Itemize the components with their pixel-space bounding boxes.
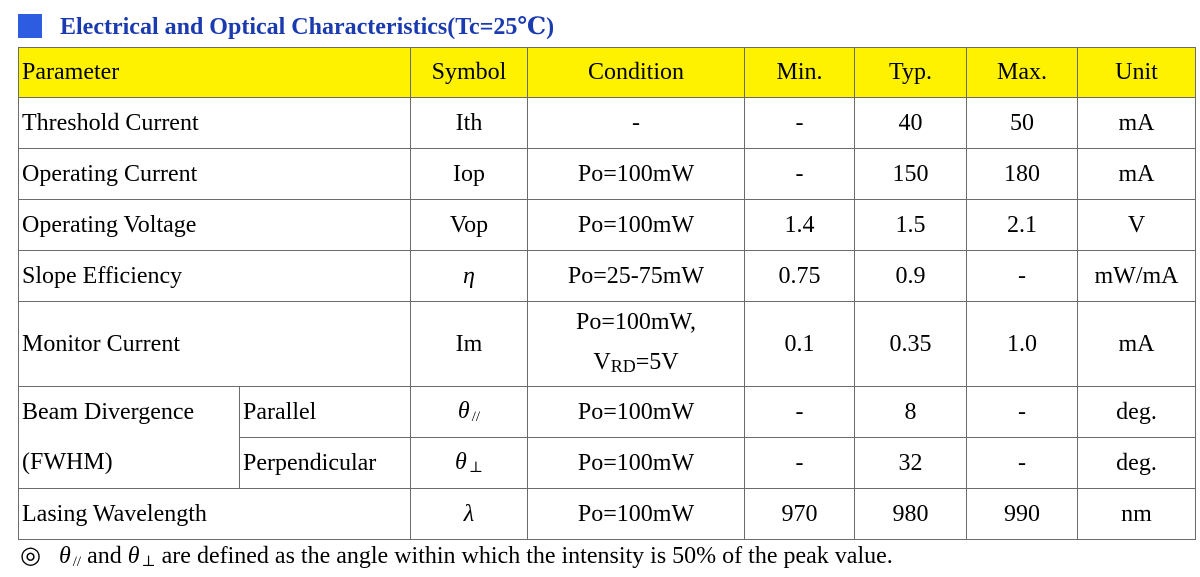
- cell-parameter: Threshold Current: [18, 97, 411, 149]
- cell-typ: 40: [854, 97, 967, 149]
- condition-line-1: Po=100mW,: [576, 309, 696, 335]
- header-typ: Typ.: [854, 47, 967, 98]
- cell-min: -: [744, 97, 855, 149]
- characteristics-table: Parameter Symbol Condition Min. Typ. Max…: [18, 47, 1196, 540]
- cell-max: -: [966, 250, 1078, 302]
- vrd-sub: RD: [610, 356, 636, 376]
- table-row: Beam Divergence Parallel θ// Po=100mW - …: [18, 386, 1196, 438]
- cell-max: 990: [966, 488, 1078, 540]
- footnote-and: and: [87, 543, 122, 569]
- cell-parameter: Monitor Current: [18, 301, 411, 387]
- cell-typ: 32: [854, 437, 967, 489]
- cell-min: -: [744, 148, 855, 200]
- cell-max: 2.1: [966, 199, 1078, 251]
- cell-condition: Po=100mW: [527, 437, 745, 489]
- header-row: Parameter Symbol Condition Min. Typ. Max…: [18, 47, 1196, 98]
- table-row: Lasing Wavelength λ Po=100mW 970 980 990…: [18, 488, 1196, 540]
- cell-typ: 1.5: [854, 199, 967, 251]
- cell-parameter: Beam Divergence: [18, 386, 240, 438]
- cell-condition: Po=100mW: [527, 148, 745, 200]
- cell-min: -: [744, 437, 855, 489]
- parallel-subscript: //: [471, 409, 481, 425]
- cell-max: -: [966, 386, 1078, 438]
- cell-symbol: Ith: [410, 97, 528, 149]
- cell-min: 1.4: [744, 199, 855, 251]
- theta-symbol: θ: [58, 543, 71, 569]
- header-max: Max.: [966, 47, 1078, 98]
- cell-unit: deg.: [1077, 386, 1196, 438]
- cell-unit: mA: [1077, 97, 1196, 149]
- cell-condition: Po=100mW: [527, 386, 745, 438]
- theta-symbol: θ: [457, 398, 470, 424]
- theta-symbol: θ: [127, 543, 140, 569]
- cell-typ: 980: [854, 488, 967, 540]
- lambda-symbol: λ: [410, 488, 528, 540]
- cell-min: 0.75: [744, 250, 855, 302]
- cell-unit: nm: [1077, 488, 1196, 540]
- cell-condition: Po=25-75mW: [527, 250, 745, 302]
- cell-max: 180: [966, 148, 1078, 200]
- cell-max: 1.0: [966, 301, 1078, 387]
- section-title-row: Electrical and Optical Characteristics(T…: [18, 8, 554, 44]
- parallel-subscript: //: [72, 554, 82, 570]
- table-row: Threshold Current Ith - - 40 50 mA: [18, 97, 1196, 149]
- double-circle-icon: ◎: [20, 543, 41, 569]
- cell-unit: mA: [1077, 301, 1196, 387]
- footnote: ◎ θ// and θ ⊥ are defined as the angle wit…: [20, 541, 893, 571]
- cell-parameter: Operating Voltage: [18, 199, 411, 251]
- cell-subparameter: Perpendicular: [239, 437, 411, 489]
- cell-condition: -: [527, 97, 745, 149]
- cell-min: 970: [744, 488, 855, 540]
- table-row: Operating Voltage Vop Po=100mW 1.4 1.5 2…: [18, 199, 1196, 251]
- footnote-text: are defined as the angle within which th…: [161, 543, 893, 569]
- cell-symbol: Im: [410, 301, 528, 387]
- cell-condition: Po=100mW, VRD=5V: [527, 301, 745, 387]
- perpendicular-subscript: ⊥: [468, 460, 483, 476]
- cell-symbol: θ ⊥: [410, 437, 528, 489]
- cell-condition: Po=100mW: [527, 488, 745, 540]
- cell-condition: Po=100mW: [527, 199, 745, 251]
- cell-min: -: [744, 386, 855, 438]
- eta-symbol: η: [410, 250, 528, 302]
- header-unit: Unit: [1077, 47, 1196, 98]
- cell-typ: 8: [854, 386, 967, 438]
- table-row: Slope Efficiency η Po=25-75mW 0.75 0.9 -…: [18, 250, 1196, 302]
- cell-parameter: Slope Efficiency: [18, 250, 411, 302]
- table-row: Operating Current Iop Po=100mW - 150 180…: [18, 148, 1196, 200]
- vrd-rest: =5V: [635, 349, 679, 375]
- vrd-main: V: [593, 349, 611, 375]
- cell-typ: 150: [854, 148, 967, 200]
- header-parameter: Parameter: [18, 47, 411, 98]
- table-row: (FWHM) Perpendicular θ ⊥ Po=100mW - 32 - …: [18, 437, 1196, 489]
- theta-symbol: θ: [455, 449, 467, 475]
- cell-symbol: Vop: [410, 199, 528, 251]
- cell-parameter: Lasing Wavelength: [18, 488, 411, 540]
- cell-unit: mW/mA: [1077, 250, 1196, 302]
- cell-symbol: θ//: [410, 386, 528, 438]
- cell-typ: 0.35: [854, 301, 967, 387]
- cell-parameter: Operating Current: [18, 148, 411, 200]
- condition-line-2: VRD=5V: [528, 342, 744, 386]
- cell-unit: deg.: [1077, 437, 1196, 489]
- cell-min: 0.1: [744, 301, 855, 387]
- blue-square-icon: [18, 14, 42, 38]
- cell-max: -: [966, 437, 1078, 489]
- cell-subparameter: Parallel: [239, 386, 411, 438]
- header-symbol: Symbol: [410, 47, 528, 98]
- section-title: Electrical and Optical Characteristics(T…: [60, 14, 555, 40]
- table-row: Monitor Current Im Po=100mW, VRD=5V 0.1 …: [18, 301, 1196, 387]
- cell-unit: V: [1077, 199, 1196, 251]
- cell-max: 50: [966, 97, 1078, 149]
- header-condition: Condition: [527, 47, 745, 98]
- cell-unit: mA: [1077, 148, 1196, 200]
- header-min: Min.: [744, 47, 855, 98]
- perpendicular-subscript: ⊥: [141, 554, 156, 570]
- cell-typ: 0.9: [854, 250, 967, 302]
- cell-parameter: (FWHM): [18, 437, 240, 489]
- cell-symbol: Iop: [410, 148, 528, 200]
